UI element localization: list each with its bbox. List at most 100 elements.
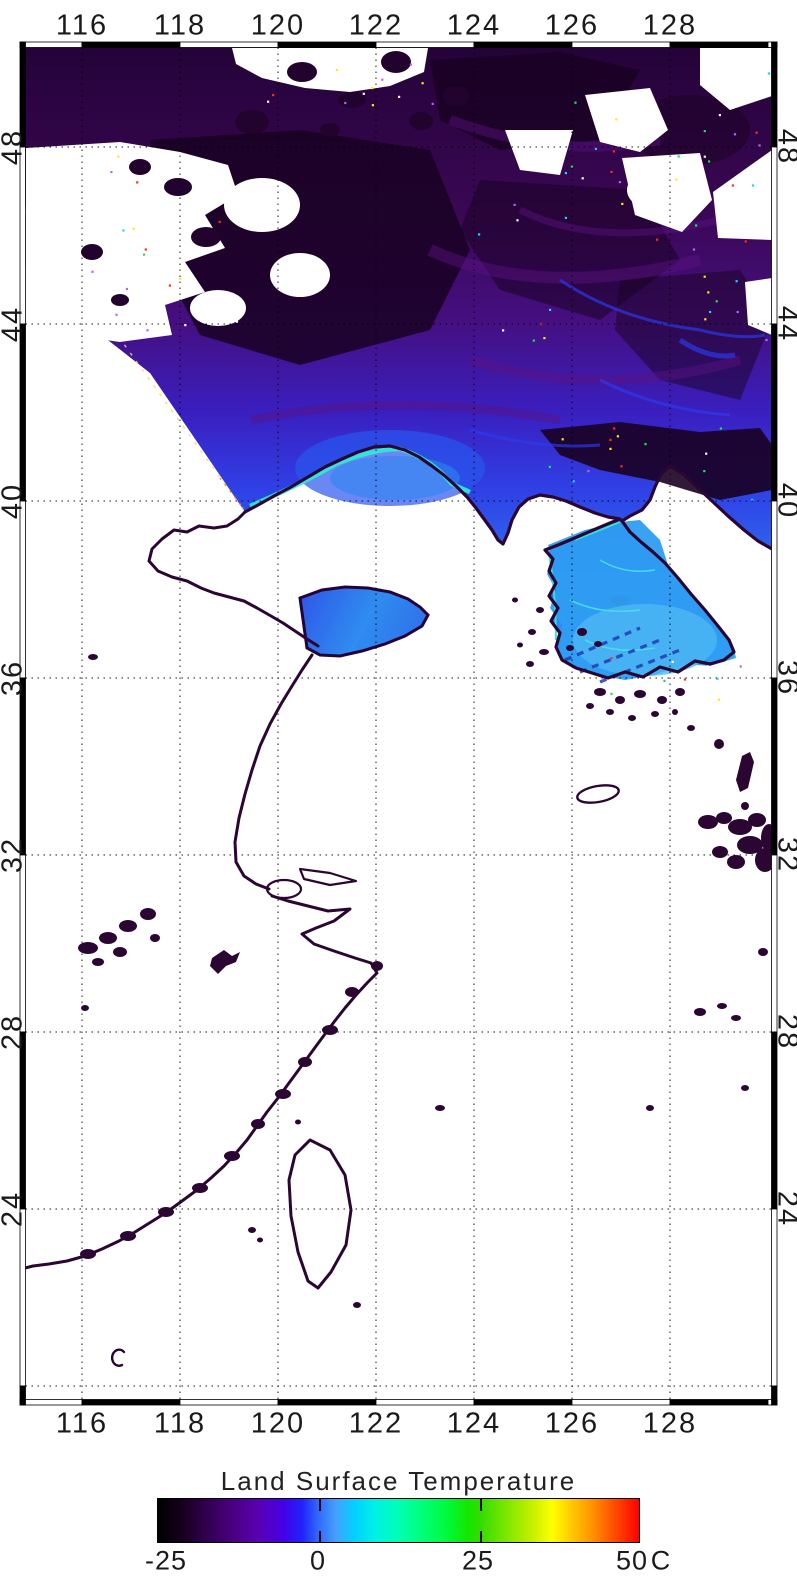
- speckle-dot: [570, 165, 573, 168]
- frame-segment: [19, 1399, 83, 1406]
- lat-label-left-36: 36: [0, 659, 29, 697]
- speckle-dot: [677, 155, 680, 158]
- speckle-dot: [708, 160, 711, 163]
- speckle-dot: [663, 679, 666, 682]
- cloud-zone-dark-bits: [81, 51, 470, 306]
- speckle-dot: [709, 310, 712, 314]
- speckle-dot: [675, 178, 678, 181]
- speckle-dot: [574, 101, 577, 104]
- lat-label-left-28: 28: [0, 1013, 29, 1051]
- speckle-dot: [707, 291, 710, 294]
- speckle-dot: [173, 294, 177, 297]
- colorbar-value-label: 50: [615, 1545, 649, 1576]
- colorbar-gradient: [157, 1498, 640, 1543]
- speckle-dot: [656, 238, 659, 241]
- frame-segment: [771, 323, 778, 502]
- taiwan-island: [287, 1138, 353, 1290]
- speckle-dot: [75, 169, 79, 172]
- speckle-dot: [736, 671, 739, 674]
- lat-label-right-28: 28: [771, 1013, 797, 1051]
- frame-segment: [473, 41, 573, 48]
- speckle-dot: [683, 678, 686, 681]
- speckle-dot: [704, 318, 707, 321]
- frame-segment: [771, 854, 778, 1033]
- lon-label-bottom-118: 118: [153, 1407, 207, 1440]
- speckle-dot: [715, 300, 718, 303]
- colorbar-tick: [480, 1531, 482, 1543]
- lat-label-left-48: 48: [0, 128, 29, 166]
- speckle-dot: [767, 72, 770, 75]
- lake-taihu: [265, 878, 303, 900]
- lon-label-top-124: 124: [446, 9, 502, 42]
- colorbar-tick: [480, 1499, 482, 1511]
- speckle-dot: [362, 92, 365, 95]
- lon-label-top-126: 126: [544, 9, 600, 42]
- speckle-dot: [581, 177, 584, 180]
- speckle-dot: [736, 310, 739, 314]
- speckle-dot: [108, 165, 111, 168]
- lat-label-right-40: 40: [771, 482, 797, 520]
- speckle-dot: [717, 698, 720, 701]
- speckle-dot: [644, 443, 647, 446]
- frame-segment: [571, 1399, 671, 1406]
- frame-segment: [19, 854, 26, 1033]
- speckle-dot: [718, 114, 721, 117]
- map-frame: [19, 41, 778, 1406]
- speckle-dot: [549, 308, 552, 311]
- coast-data-edge: [243, 444, 772, 680]
- speckle-dot: [344, 101, 347, 105]
- speckle-dot: [351, 79, 354, 82]
- frame-segment: [771, 1208, 778, 1387]
- speckle-dot: [692, 248, 696, 251]
- speckle-dot: [478, 233, 481, 236]
- speckle-dot: [609, 438, 612, 441]
- korea-rivers: [569, 559, 656, 652]
- speckle-dot: [112, 179, 115, 182]
- speckle-dot: [731, 184, 734, 187]
- lat-label-right-48: 48: [771, 128, 797, 166]
- speckle-dot: [110, 171, 113, 174]
- speckle-dot: [115, 313, 118, 316]
- lat-label-right-32: 32: [771, 836, 797, 874]
- speckle-dot: [398, 95, 401, 98]
- frame-segment: [571, 41, 671, 48]
- speckle-dot: [516, 219, 519, 222]
- coast-east-china: [233, 653, 314, 891]
- speckle-dot: [610, 657, 613, 660]
- korea-south-light: [573, 604, 717, 676]
- lat-label-left-40: 40: [0, 482, 29, 520]
- hongkong-islet: [110, 1348, 126, 1367]
- speckle-dot: [755, 131, 758, 134]
- speckle-dot: [548, 465, 551, 468]
- chongming-island: [298, 867, 358, 887]
- speckle-dot: [674, 214, 677, 217]
- colorbar-tick: [319, 1531, 321, 1543]
- speckle-dot: [136, 181, 139, 184]
- speckle-dot: [758, 144, 761, 147]
- frame-segment: [771, 1031, 778, 1210]
- lon-label-top-120: 120: [250, 9, 306, 42]
- speckle-dot: [613, 427, 616, 430]
- coast-bohai-china: [147, 510, 320, 648]
- river-streaks: [469, 278, 766, 448]
- lon-label-bottom-120: 120: [250, 1407, 306, 1440]
- speckle-dot: [703, 275, 706, 278]
- speckle-dot: [751, 184, 755, 187]
- colorbar-value-label: 25: [461, 1545, 495, 1576]
- speckle-dot: [609, 447, 612, 450]
- speckle-dot: [706, 664, 710, 667]
- lon-label-bottom-116: 116: [55, 1407, 109, 1440]
- graticule: [25, 47, 772, 1400]
- speckle-dot: [610, 692, 613, 695]
- colorbar-value-label: 0: [309, 1545, 327, 1576]
- speckle-dot: [381, 78, 384, 81]
- coastlines: [25, 444, 772, 1367]
- frame-segment: [277, 1399, 377, 1406]
- frame-segment: [19, 1031, 26, 1210]
- speckle-dot: [621, 202, 624, 205]
- speckle-dot: [703, 470, 706, 473]
- lon-label-bottom-126: 126: [544, 1407, 600, 1440]
- speckle-dot: [409, 63, 412, 66]
- speckle-dot: [146, 329, 149, 332]
